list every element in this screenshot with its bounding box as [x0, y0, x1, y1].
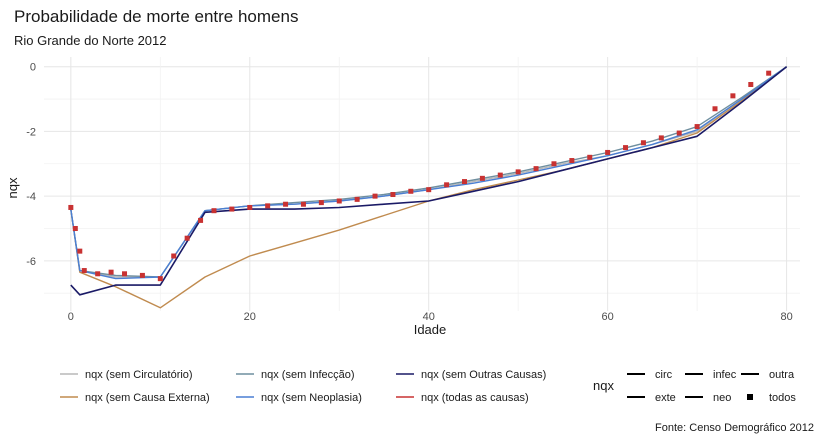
data-point — [211, 208, 217, 214]
data-point — [497, 172, 503, 178]
x-tick-label: 60 — [602, 311, 614, 323]
legend-label: nqx (sem Causa Externa) — [85, 392, 210, 404]
data-point — [444, 182, 450, 188]
data-point — [533, 166, 539, 172]
series-points — [68, 70, 772, 282]
data-point — [72, 225, 78, 231]
data-point — [139, 272, 145, 278]
type-legend-title: nqx — [593, 378, 614, 393]
y-axis-title: nqx — [5, 177, 20, 198]
data-point — [198, 217, 204, 223]
data-point — [712, 106, 718, 112]
data-point — [77, 248, 83, 254]
y-tick-label: -4 — [26, 191, 36, 203]
grid — [44, 57, 800, 311]
data-point — [122, 271, 128, 277]
y-tick-labels: 0 -2 -4 -6 — [26, 62, 36, 268]
data-point — [157, 276, 163, 282]
data-point — [694, 124, 700, 130]
data-point — [265, 203, 271, 209]
data-point — [283, 201, 289, 207]
data-point — [318, 200, 324, 206]
data-point — [640, 140, 646, 146]
x-tick-label: 0 — [68, 311, 74, 323]
data-point — [372, 193, 378, 199]
type-legend: circ infec outra exte neo todos — [627, 369, 796, 404]
series-line — [70, 66, 788, 280]
chart-caption: Fonte: Censo Demográfico 2012 — [655, 422, 814, 434]
legend-key — [747, 394, 753, 400]
legend-label: nqx (sem Infecção) — [261, 369, 355, 381]
chart-title: Probabilidade de morte entre homens — [14, 7, 298, 26]
data-point — [748, 82, 754, 88]
data-point — [658, 135, 664, 141]
legend-label: outra — [769, 369, 795, 381]
color-legend: nqx (sem Circulatório) nqx (sem Causa Ext… — [60, 369, 546, 404]
legend-label: nqx (sem Neoplasia) — [261, 392, 362, 404]
data-point — [95, 271, 101, 277]
data-point — [766, 70, 772, 76]
data-point — [676, 130, 682, 136]
x-tick-label: 40 — [423, 311, 435, 323]
x-tick-label: 20 — [244, 311, 256, 323]
data-point — [171, 253, 177, 259]
legend-label: nqx (sem Outras Causas) — [421, 369, 546, 381]
data-point — [479, 175, 485, 181]
y-tick-label: 0 — [30, 62, 36, 74]
data-point — [569, 158, 575, 164]
x-tick-label: 80 — [780, 311, 792, 323]
data-point — [730, 93, 736, 99]
legend-label: neo — [713, 392, 731, 404]
data-point — [300, 201, 306, 207]
data-point — [354, 196, 360, 202]
data-point — [515, 169, 521, 175]
data-point — [68, 204, 74, 210]
data-point — [605, 149, 611, 155]
data-point — [623, 145, 629, 151]
data-point — [390, 192, 396, 198]
x-axis-title: Idade — [414, 322, 447, 337]
chart-subtitle: Rio Grande do Norte 2012 — [14, 33, 166, 48]
data-point — [461, 179, 467, 185]
data-point — [247, 204, 253, 210]
data-point — [108, 269, 114, 275]
data-point — [229, 206, 235, 212]
data-point — [336, 198, 342, 204]
legend-label: infec — [713, 369, 737, 381]
series-line — [70, 66, 788, 296]
legend-label: nqx (todas as causas) — [421, 392, 529, 404]
data-point — [426, 187, 432, 193]
legend-label: circ — [655, 369, 673, 381]
data-point — [408, 188, 414, 194]
data-point — [551, 161, 557, 167]
data-point — [81, 268, 87, 274]
data-point — [587, 154, 593, 160]
x-tick-labels: 0 20 40 60 80 — [68, 311, 793, 323]
data-point — [184, 235, 190, 241]
legend-label: todos — [769, 392, 796, 404]
y-tick-label: -6 — [26, 256, 36, 268]
y-tick-label: -2 — [26, 126, 36, 138]
legend-label: exte — [655, 392, 676, 404]
legend-label: nqx (sem Circulatório) — [85, 369, 193, 381]
